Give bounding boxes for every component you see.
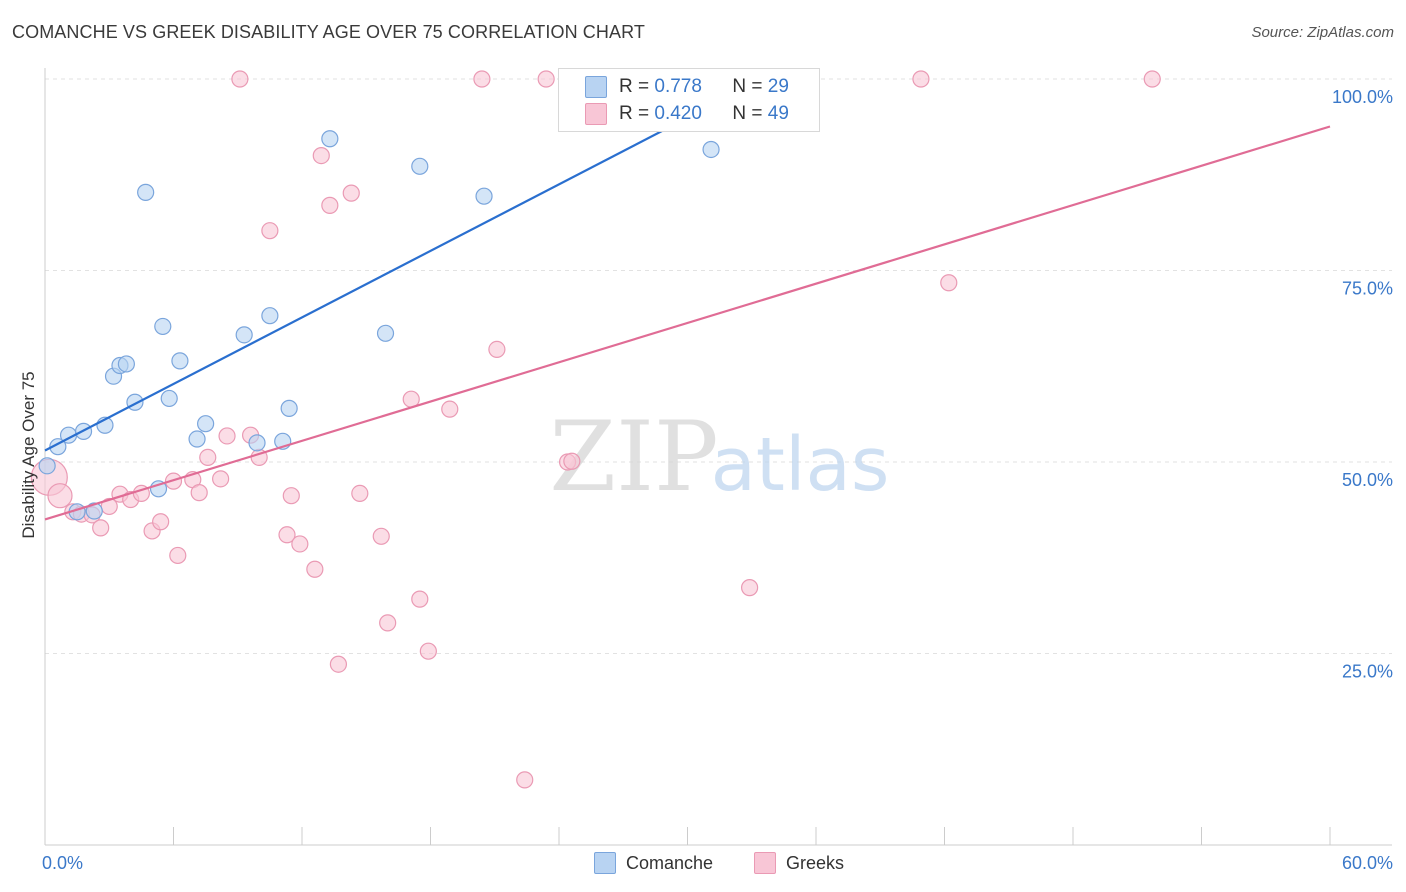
greeks-point <box>291 535 309 553</box>
comanche-point <box>702 140 720 159</box>
trend-lines <box>44 78 1331 521</box>
x-tick-label: 0.0% <box>42 853 83 873</box>
greeks-legend-label: Greeks <box>786 852 845 873</box>
comanche-point <box>261 307 279 325</box>
chart-title: COMANCHE VS GREEK DISABILITY AGE OVER 75… <box>12 22 645 42</box>
greeks-point <box>411 590 429 608</box>
comanche-point <box>154 317 172 336</box>
greeks-point <box>372 527 390 545</box>
greeks-point <box>47 483 73 509</box>
legend-row-comanche: R = 0.778 N = 29 <box>585 75 789 99</box>
legend-item-greeks: Greeks <box>754 852 844 874</box>
comanche-point <box>197 415 215 433</box>
greeks-point <box>92 519 110 537</box>
comanche-legend-label: Comanche <box>626 852 714 873</box>
greeks-point <box>940 274 958 292</box>
greeks-legend-swatch <box>754 852 776 874</box>
greeks-point <box>912 70 930 88</box>
legend-n-label: N = <box>732 76 763 97</box>
greeks-point <box>278 526 296 544</box>
greeks-point <box>441 400 459 418</box>
legend-r-value: 0.420 <box>654 103 702 124</box>
greeks-point <box>282 487 300 505</box>
comanche-point <box>235 326 253 344</box>
legend-r-label: R = <box>619 103 650 124</box>
greeks-point <box>537 70 555 88</box>
greeks-point <box>321 196 339 214</box>
y-axis-label: Disability Age Over 75 <box>19 371 38 538</box>
legend-n-label: N = <box>732 103 763 124</box>
greeks-point <box>419 642 437 660</box>
y-tick-label: 75.0% <box>1342 279 1393 299</box>
legend-n-value: 29 <box>767 76 789 97</box>
greeks-swatch <box>585 103 607 125</box>
greeks-point <box>741 579 759 597</box>
x-tick-label: 60.0% <box>1342 853 1393 873</box>
comanche-legend-swatch <box>594 852 616 874</box>
comanche-point <box>248 434 266 452</box>
greeks-point <box>1143 70 1161 88</box>
greeks-point <box>152 513 170 531</box>
comanche-point <box>117 355 135 373</box>
comanche-point <box>321 130 339 148</box>
greeks-point <box>563 452 581 470</box>
watermark-atlas: atlas <box>711 422 890 508</box>
comanche-point <box>171 352 189 370</box>
legend-n-value: 49 <box>767 103 789 124</box>
greeks-point <box>379 614 397 632</box>
greeks-point <box>488 340 506 358</box>
tick-labels: 25.0% 50.0% 75.0% 100.0% 0.0% 60.0% <box>42 87 1393 873</box>
greeks-point <box>190 484 208 502</box>
greeks-point <box>342 184 360 202</box>
comanche-point <box>149 480 168 498</box>
series-legend: Comanche Greeks <box>0 852 1406 878</box>
stats-legend: R = 0.778 N = 29 R = 0.420 N = 49 <box>558 68 820 132</box>
source-label: Source: ZipAtlas.com <box>1251 24 1394 41</box>
comanche-point <box>188 430 206 448</box>
comanche-point <box>137 183 155 201</box>
greeks-point <box>261 222 279 240</box>
axes <box>44 68 1392 846</box>
comanche-point <box>411 157 429 175</box>
greeks-trend-line <box>44 125 1331 521</box>
comanche-point <box>160 389 178 408</box>
greeks-point <box>169 546 187 565</box>
greeks-point <box>212 470 230 488</box>
greeks-point <box>351 484 369 503</box>
greeks-point <box>231 70 249 88</box>
legend-item-comanche: Comanche <box>594 852 713 874</box>
comanche-point <box>475 187 493 205</box>
greeks-point <box>312 147 330 165</box>
gridlines <box>45 78 1392 654</box>
comanche-trend-line <box>44 78 763 452</box>
y-tick-label: 50.0% <box>1342 470 1393 490</box>
comanche-point <box>376 324 395 342</box>
legend-r-value: 0.778 <box>654 76 702 97</box>
comanche-point <box>280 399 298 417</box>
greeks-point <box>473 70 491 88</box>
watermark: ZIP atlas <box>549 401 889 513</box>
legend-row-greeks: R = 0.420 N = 49 <box>585 102 789 126</box>
comanche-swatch <box>585 76 607 98</box>
comanche-point <box>85 502 103 520</box>
y-tick-label: 25.0% <box>1342 662 1393 682</box>
y-tick-label: 100.0% <box>1332 87 1393 107</box>
greeks-point <box>218 427 236 445</box>
greeks-point <box>516 771 534 789</box>
greeks-point <box>199 448 217 467</box>
legend-r-label: R = <box>619 76 650 97</box>
greeks-point <box>306 560 324 578</box>
greeks-point <box>329 655 348 673</box>
comanche-point <box>38 457 56 475</box>
